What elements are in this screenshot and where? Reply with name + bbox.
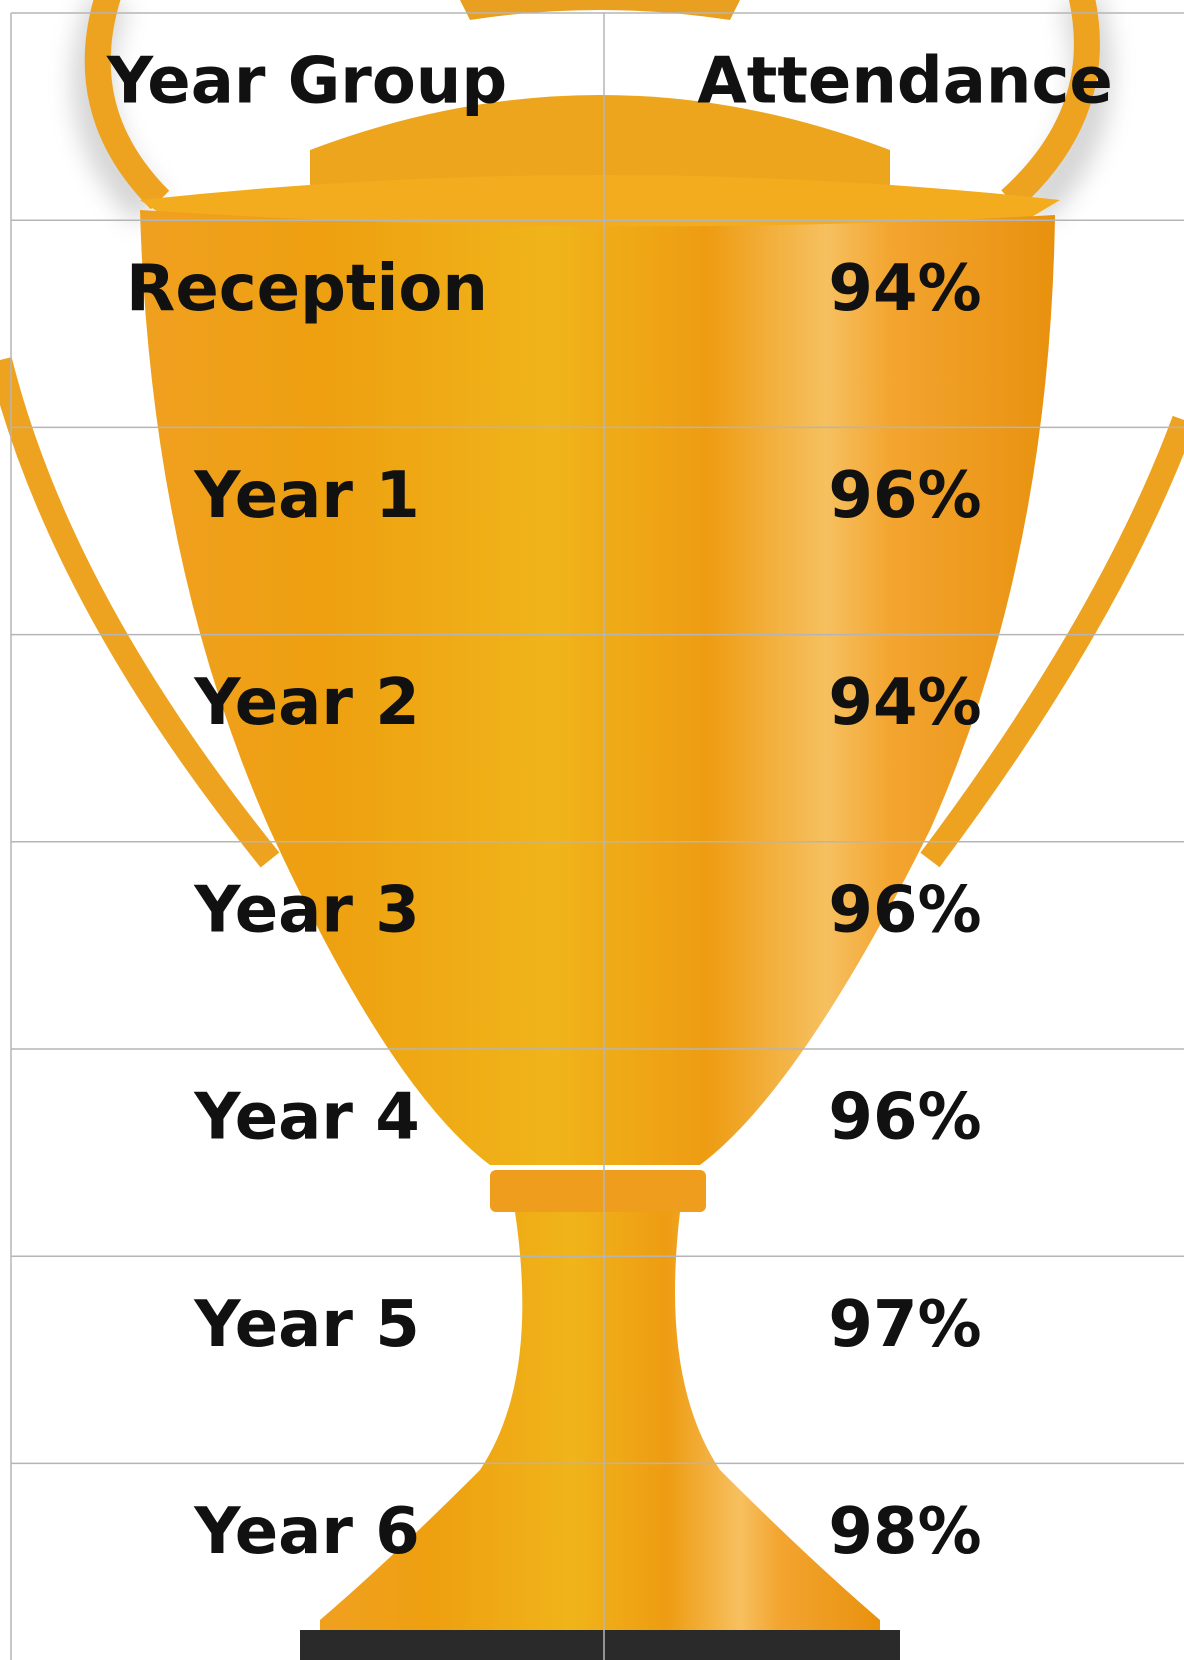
page: Year Group Attendance Reception 94% Year 1 96… xyxy=(0,0,1184,1660)
year-group-cell: Reception xyxy=(126,252,488,326)
trophy-background xyxy=(0,0,1184,1660)
attendance-cell: 96% xyxy=(828,459,981,533)
attendance-cell: 96% xyxy=(828,873,981,947)
stem xyxy=(320,1212,880,1660)
attendance-cell: 94% xyxy=(828,252,981,326)
year-group-cell: Year 1 xyxy=(193,459,419,533)
year-group-cell: Year 6 xyxy=(193,1495,419,1569)
year-group-cell: Year 4 xyxy=(193,1081,419,1155)
collar xyxy=(490,1170,706,1212)
header-cell: Attendance xyxy=(697,45,1113,119)
base xyxy=(300,1630,900,1660)
attendance-cell: 96% xyxy=(828,1081,981,1155)
year-group-cell: Year 3 xyxy=(193,873,419,947)
header-cell: Year Group xyxy=(106,45,507,119)
year-group-cell: Year 5 xyxy=(193,1288,419,1362)
attendance-cell: 94% xyxy=(828,666,981,740)
attendance-cell: 97% xyxy=(828,1288,981,1362)
attendance-cell: 98% xyxy=(828,1495,981,1569)
finial xyxy=(460,0,740,20)
attendance-sheet: Year Group Attendance Reception 94% Year 1 96… xyxy=(0,0,1184,1660)
year-group-cell: Year 2 xyxy=(193,666,419,740)
